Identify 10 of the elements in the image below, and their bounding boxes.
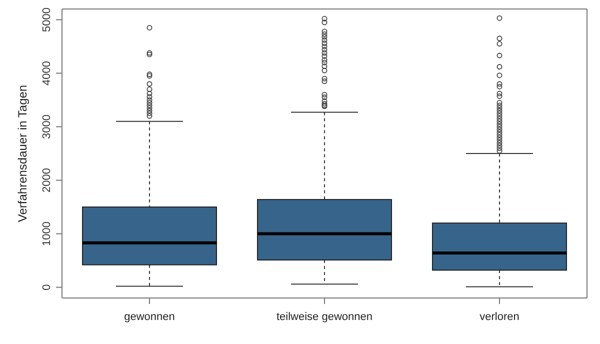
y-axis-title: Verfahrensdauer in Tagen — [15, 84, 30, 222]
x-tick-label: gewonnen — [124, 310, 175, 323]
y-tick-label: 4000 — [41, 60, 53, 86]
y-tick-label: 2000 — [41, 168, 53, 192]
y-tick-label: 5000 — [41, 7, 53, 32]
x-tick-label: verloren — [480, 310, 520, 323]
y-tick-label: 1000 — [41, 222, 53, 246]
y-tick-label: 0 — [41, 284, 53, 290]
x-tick-label: teilweise gewonnen — [276, 310, 373, 323]
y-tick-label: 3000 — [41, 114, 53, 139]
